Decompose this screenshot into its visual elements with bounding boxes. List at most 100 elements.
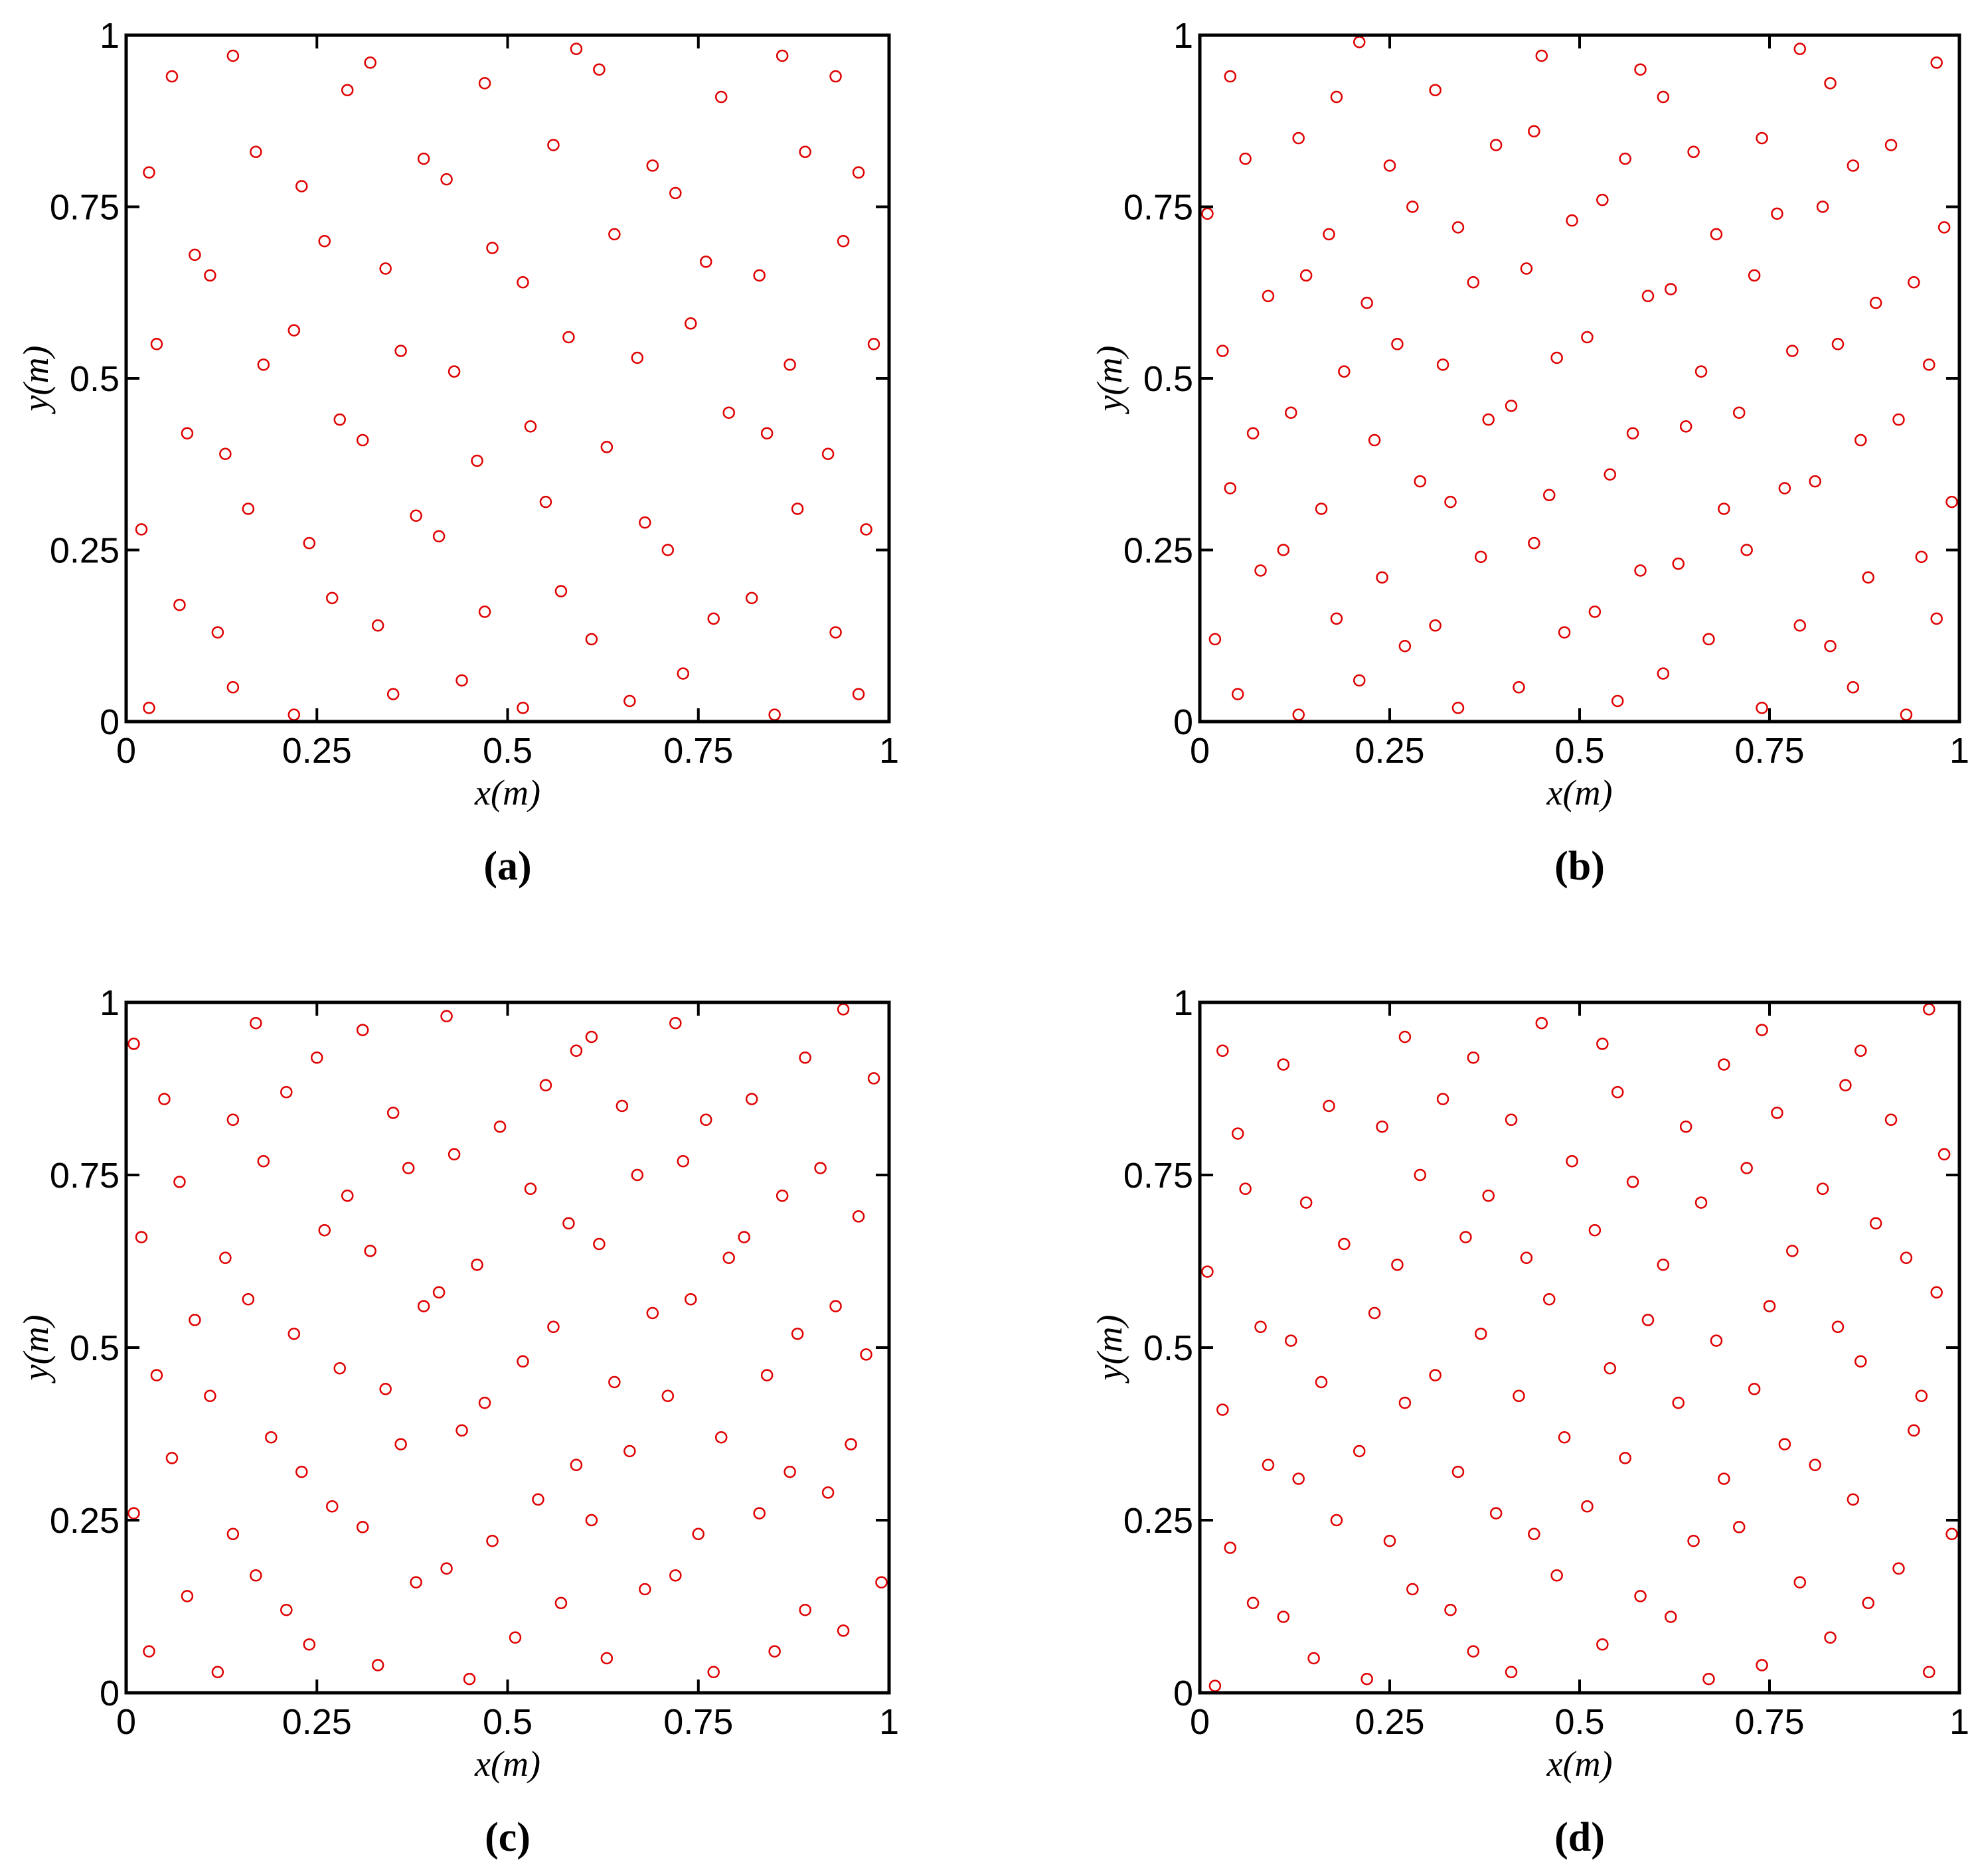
point [341, 84, 354, 96]
y-tick-label: 0 [100, 1674, 120, 1713]
point [593, 1237, 606, 1251]
point [1262, 289, 1275, 303]
x-tick-label: 0.75 [1734, 1702, 1804, 1742]
x-tick-label: 0 [1190, 1702, 1210, 1742]
point [288, 708, 301, 721]
y-axis-label: y(m) [1090, 1315, 1129, 1384]
point [135, 1231, 148, 1243]
x-tick-label: 0.25 [1355, 731, 1424, 771]
point [1892, 1562, 1905, 1575]
point [143, 166, 155, 179]
point [257, 1154, 270, 1168]
point [1884, 139, 1898, 151]
point [1945, 495, 1958, 508]
point [1338, 365, 1351, 378]
point [1323, 1099, 1335, 1113]
y-axis-label: y(m) [16, 346, 56, 415]
point [1299, 269, 1313, 282]
point [1505, 400, 1518, 412]
x-tick-label: 0.25 [282, 1702, 352, 1742]
x-tick-label: 0.5 [483, 731, 533, 771]
point [440, 1010, 453, 1023]
point [211, 1666, 224, 1679]
x-tick-label: 0.5 [1554, 1702, 1604, 1742]
point [829, 70, 842, 83]
point [211, 626, 224, 639]
point [1862, 1597, 1874, 1610]
x-axis-label: x(m) [474, 773, 540, 813]
point [1292, 1472, 1305, 1485]
point [1550, 351, 1563, 364]
point [1945, 1527, 1958, 1541]
point [325, 1500, 339, 1513]
panel: 0 0.25 0.5 0.75 1 0 0.25 0.5 0.75 1 x(m) y(m) (c) [16, 983, 899, 1860]
point [1201, 207, 1214, 220]
point [311, 1051, 323, 1064]
point [1528, 125, 1540, 138]
point [738, 1231, 750, 1243]
y-tick-label: 0 [1173, 1674, 1193, 1713]
point [1915, 550, 1928, 564]
point [1756, 1024, 1768, 1036]
point [600, 1652, 614, 1665]
point [1740, 544, 1753, 556]
point [478, 77, 491, 90]
point [570, 42, 583, 55]
point [1809, 475, 1821, 488]
point [1793, 42, 1807, 55]
point [585, 1514, 598, 1527]
point [539, 1079, 552, 1092]
point [1854, 1044, 1867, 1057]
point [158, 1093, 171, 1105]
point [1444, 1603, 1457, 1616]
point [1718, 503, 1730, 515]
point [1581, 331, 1594, 344]
point [623, 1445, 636, 1458]
point [1854, 1355, 1867, 1368]
point [776, 49, 789, 62]
point [1634, 564, 1647, 577]
point [1596, 1038, 1609, 1050]
point [1315, 1375, 1328, 1389]
point [554, 585, 568, 597]
point [760, 427, 774, 439]
point [821, 447, 835, 460]
point [875, 1576, 888, 1589]
point [127, 1038, 140, 1050]
panel: 0 0.25 0.5 0.75 1 0 0.25 0.5 0.75 1 x(m) y(m) (d) [1090, 983, 1969, 1860]
point [547, 139, 560, 151]
y-tick-label: 0.75 [1123, 188, 1193, 228]
point [1208, 633, 1222, 646]
point [165, 70, 179, 83]
y-tick-label: 0.5 [1143, 359, 1193, 399]
point [1641, 289, 1655, 303]
point [1513, 681, 1525, 694]
point [1414, 475, 1427, 488]
point [226, 49, 240, 62]
point [1839, 1079, 1852, 1092]
point [257, 358, 270, 371]
point [677, 1154, 690, 1168]
point [1558, 1431, 1571, 1444]
x-axis-label: x(m) [474, 1744, 540, 1784]
point [821, 1486, 835, 1499]
point [1224, 70, 1237, 83]
point [1475, 1327, 1487, 1340]
panel-caption: (d) [1554, 1815, 1605, 1860]
x-tick-label: 0.75 [663, 731, 733, 771]
point [661, 1389, 675, 1403]
point [783, 1465, 796, 1478]
point [760, 1369, 774, 1381]
point [1778, 482, 1791, 495]
point [1231, 688, 1244, 700]
point [204, 1389, 216, 1403]
point [1391, 1258, 1404, 1271]
point [547, 1320, 560, 1334]
point [1809, 1458, 1821, 1472]
point [379, 1383, 392, 1395]
point [524, 1182, 537, 1196]
point [1915, 1389, 1928, 1403]
point [570, 1044, 583, 1057]
point [1596, 193, 1609, 206]
point [1467, 275, 1480, 289]
